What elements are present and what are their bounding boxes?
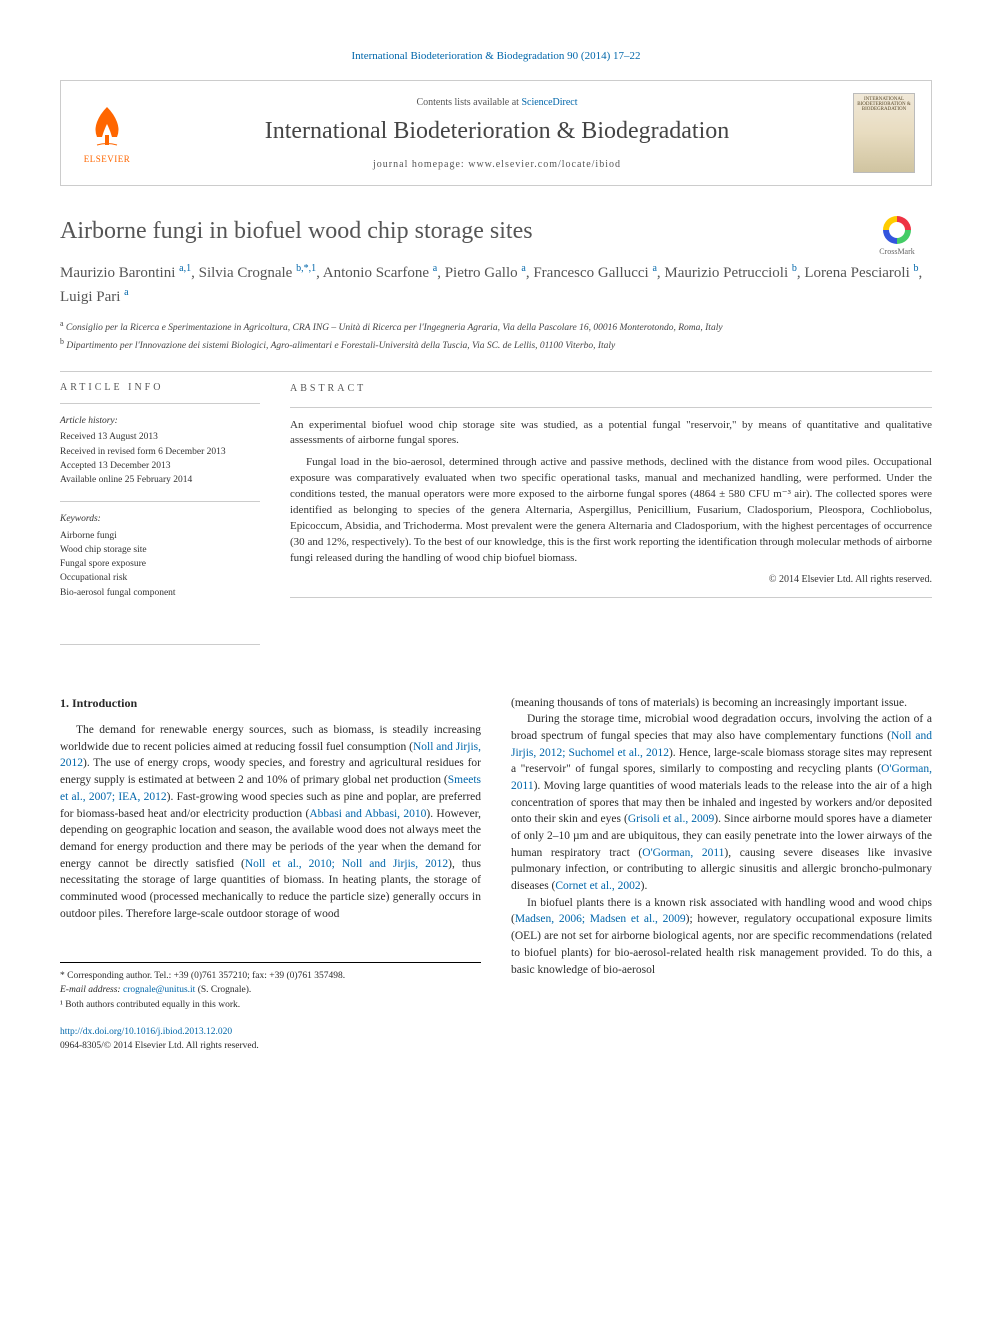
abstract-paragraph: An experimental biofuel wood chip storag… [290, 418, 932, 450]
body-paragraph: In biofuel plants there is a known risk … [511, 895, 932, 978]
divider [290, 407, 932, 408]
divider [290, 597, 932, 598]
column-right: (meaning thousands of tons of materials)… [511, 695, 932, 1054]
keyword: Occupational risk [60, 571, 260, 585]
crossmark-label: CrossMark [862, 247, 932, 256]
email-link[interactable]: crognale@unitus.it [123, 985, 195, 995]
divider [60, 371, 932, 372]
abstract-paragraph: Fungal load in the bio-aerosol, determin… [290, 455, 932, 567]
journal-name: International Biodeterioration & Biodegr… [153, 118, 841, 145]
citation-link[interactable]: Noll et al., 2010; Noll and Jirjis, 2012 [245, 858, 448, 870]
citation-link[interactable]: Cornet et al., 2002 [555, 880, 640, 892]
history-label: Article history: [60, 414, 260, 428]
email-line: E-mail address: crognale@unitus.it (S. C… [60, 983, 481, 997]
issn-copyright: 0964-8305/© 2014 Elsevier Ltd. All right… [60, 1040, 481, 1054]
journal-homepage-line: journal homepage: www.elsevier.com/locat… [153, 159, 841, 170]
section-heading: 1. Introduction [60, 695, 481, 712]
received-date: Received 13 August 2013 [60, 430, 260, 444]
crossmark-icon [883, 216, 911, 244]
homepage-url[interactable]: www.elsevier.com/locate/ibiod [468, 159, 621, 170]
journal-header-box: ELSEVIER Contents lists available at Sci… [60, 80, 932, 186]
revised-date: Received in revised form 6 December 2013 [60, 445, 260, 459]
footer-doi-block: http://dx.doi.org/10.1016/j.ibiod.2013.1… [60, 1026, 481, 1054]
citation-link[interactable]: O'Gorman, 2011 [642, 847, 724, 859]
body-paragraph: The demand for renewable energy sources,… [60, 722, 481, 922]
divider [60, 644, 260, 645]
article-info-sidebar: ARTICLE INFO Article history: Received 1… [60, 382, 260, 614]
keyword: Bio-aerosol fungal component [60, 586, 260, 600]
corresponding-author-note: * Corresponding author. Tel.: +39 (0)761… [60, 969, 481, 983]
column-left: 1. Introduction The demand for renewable… [60, 695, 481, 1054]
crossmark-badge[interactable]: CrossMark [862, 216, 932, 256]
affiliation-b: b Dipartimento per l'Innovazione dei sis… [60, 336, 932, 353]
body-paragraph: (meaning thousands of tons of materials)… [511, 695, 932, 712]
keyword: Wood chip storage site [60, 543, 260, 557]
article-title: Airborne fungi in biofuel wood chip stor… [60, 216, 932, 247]
keywords-label: Keywords: [60, 512, 260, 526]
contents-prefix: Contents lists available at [416, 97, 521, 108]
body-paragraph: During the storage time, microbial wood … [511, 711, 932, 894]
affiliation-a: a Consiglio per la Ricerca e Sperimentaz… [60, 318, 932, 335]
doi-link[interactable]: http://dx.doi.org/10.1016/j.ibiod.2013.1… [60, 1026, 481, 1040]
citation-link[interactable]: Abbasi and Abbasi, 2010 [309, 808, 426, 820]
authors-list: Maurizio Barontini a,1, Silvia Crognale … [60, 261, 932, 308]
keyword: Airborne fungi [60, 529, 260, 543]
contents-lists-line: Contents lists available at ScienceDirec… [153, 97, 841, 108]
accepted-date: Accepted 13 December 2013 [60, 459, 260, 473]
article-history: Article history: Received 13 August 2013… [60, 414, 260, 487]
keyword: Fungal spore exposure [60, 557, 260, 571]
citation-link[interactable]: Madsen, 2006; Madsen et al., 2009 [515, 913, 686, 925]
divider [60, 501, 260, 502]
elsevier-label: ELSEVIER [84, 154, 131, 164]
sciencedirect-link[interactable]: ScienceDirect [521, 97, 577, 108]
abstract-section: ABSTRACT An experimental biofuel wood ch… [290, 382, 932, 614]
article-info-heading: ARTICLE INFO [60, 382, 260, 393]
citation-link[interactable]: Grisoli et al., 2009 [628, 813, 714, 825]
keywords-block: Keywords: Airborne fungi Wood chip stora… [60, 512, 260, 600]
journal-reference: International Biodeterioration & Biodegr… [60, 50, 932, 62]
elsevier-logo[interactable]: ELSEVIER [77, 98, 137, 168]
abstract-heading: ABSTRACT [290, 382, 932, 397]
footnotes: * Corresponding author. Tel.: +39 (0)761… [60, 962, 481, 1012]
abstract-copyright: © 2014 Elsevier Ltd. All rights reserved… [290, 573, 932, 588]
online-date: Available online 25 February 2014 [60, 473, 260, 487]
divider [60, 403, 260, 404]
homepage-prefix: journal homepage: [373, 159, 468, 170]
body-text-columns: 1. Introduction The demand for renewable… [60, 695, 932, 1054]
affiliations: a Consiglio per la Ricerca e Sperimentaz… [60, 318, 932, 353]
equal-contribution-note: ¹ Both authors contributed equally in th… [60, 998, 481, 1012]
journal-cover-thumbnail[interactable]: INTERNATIONAL BIODETERIORATION & BIODEGR… [853, 93, 915, 173]
elsevier-tree-icon [82, 102, 132, 152]
